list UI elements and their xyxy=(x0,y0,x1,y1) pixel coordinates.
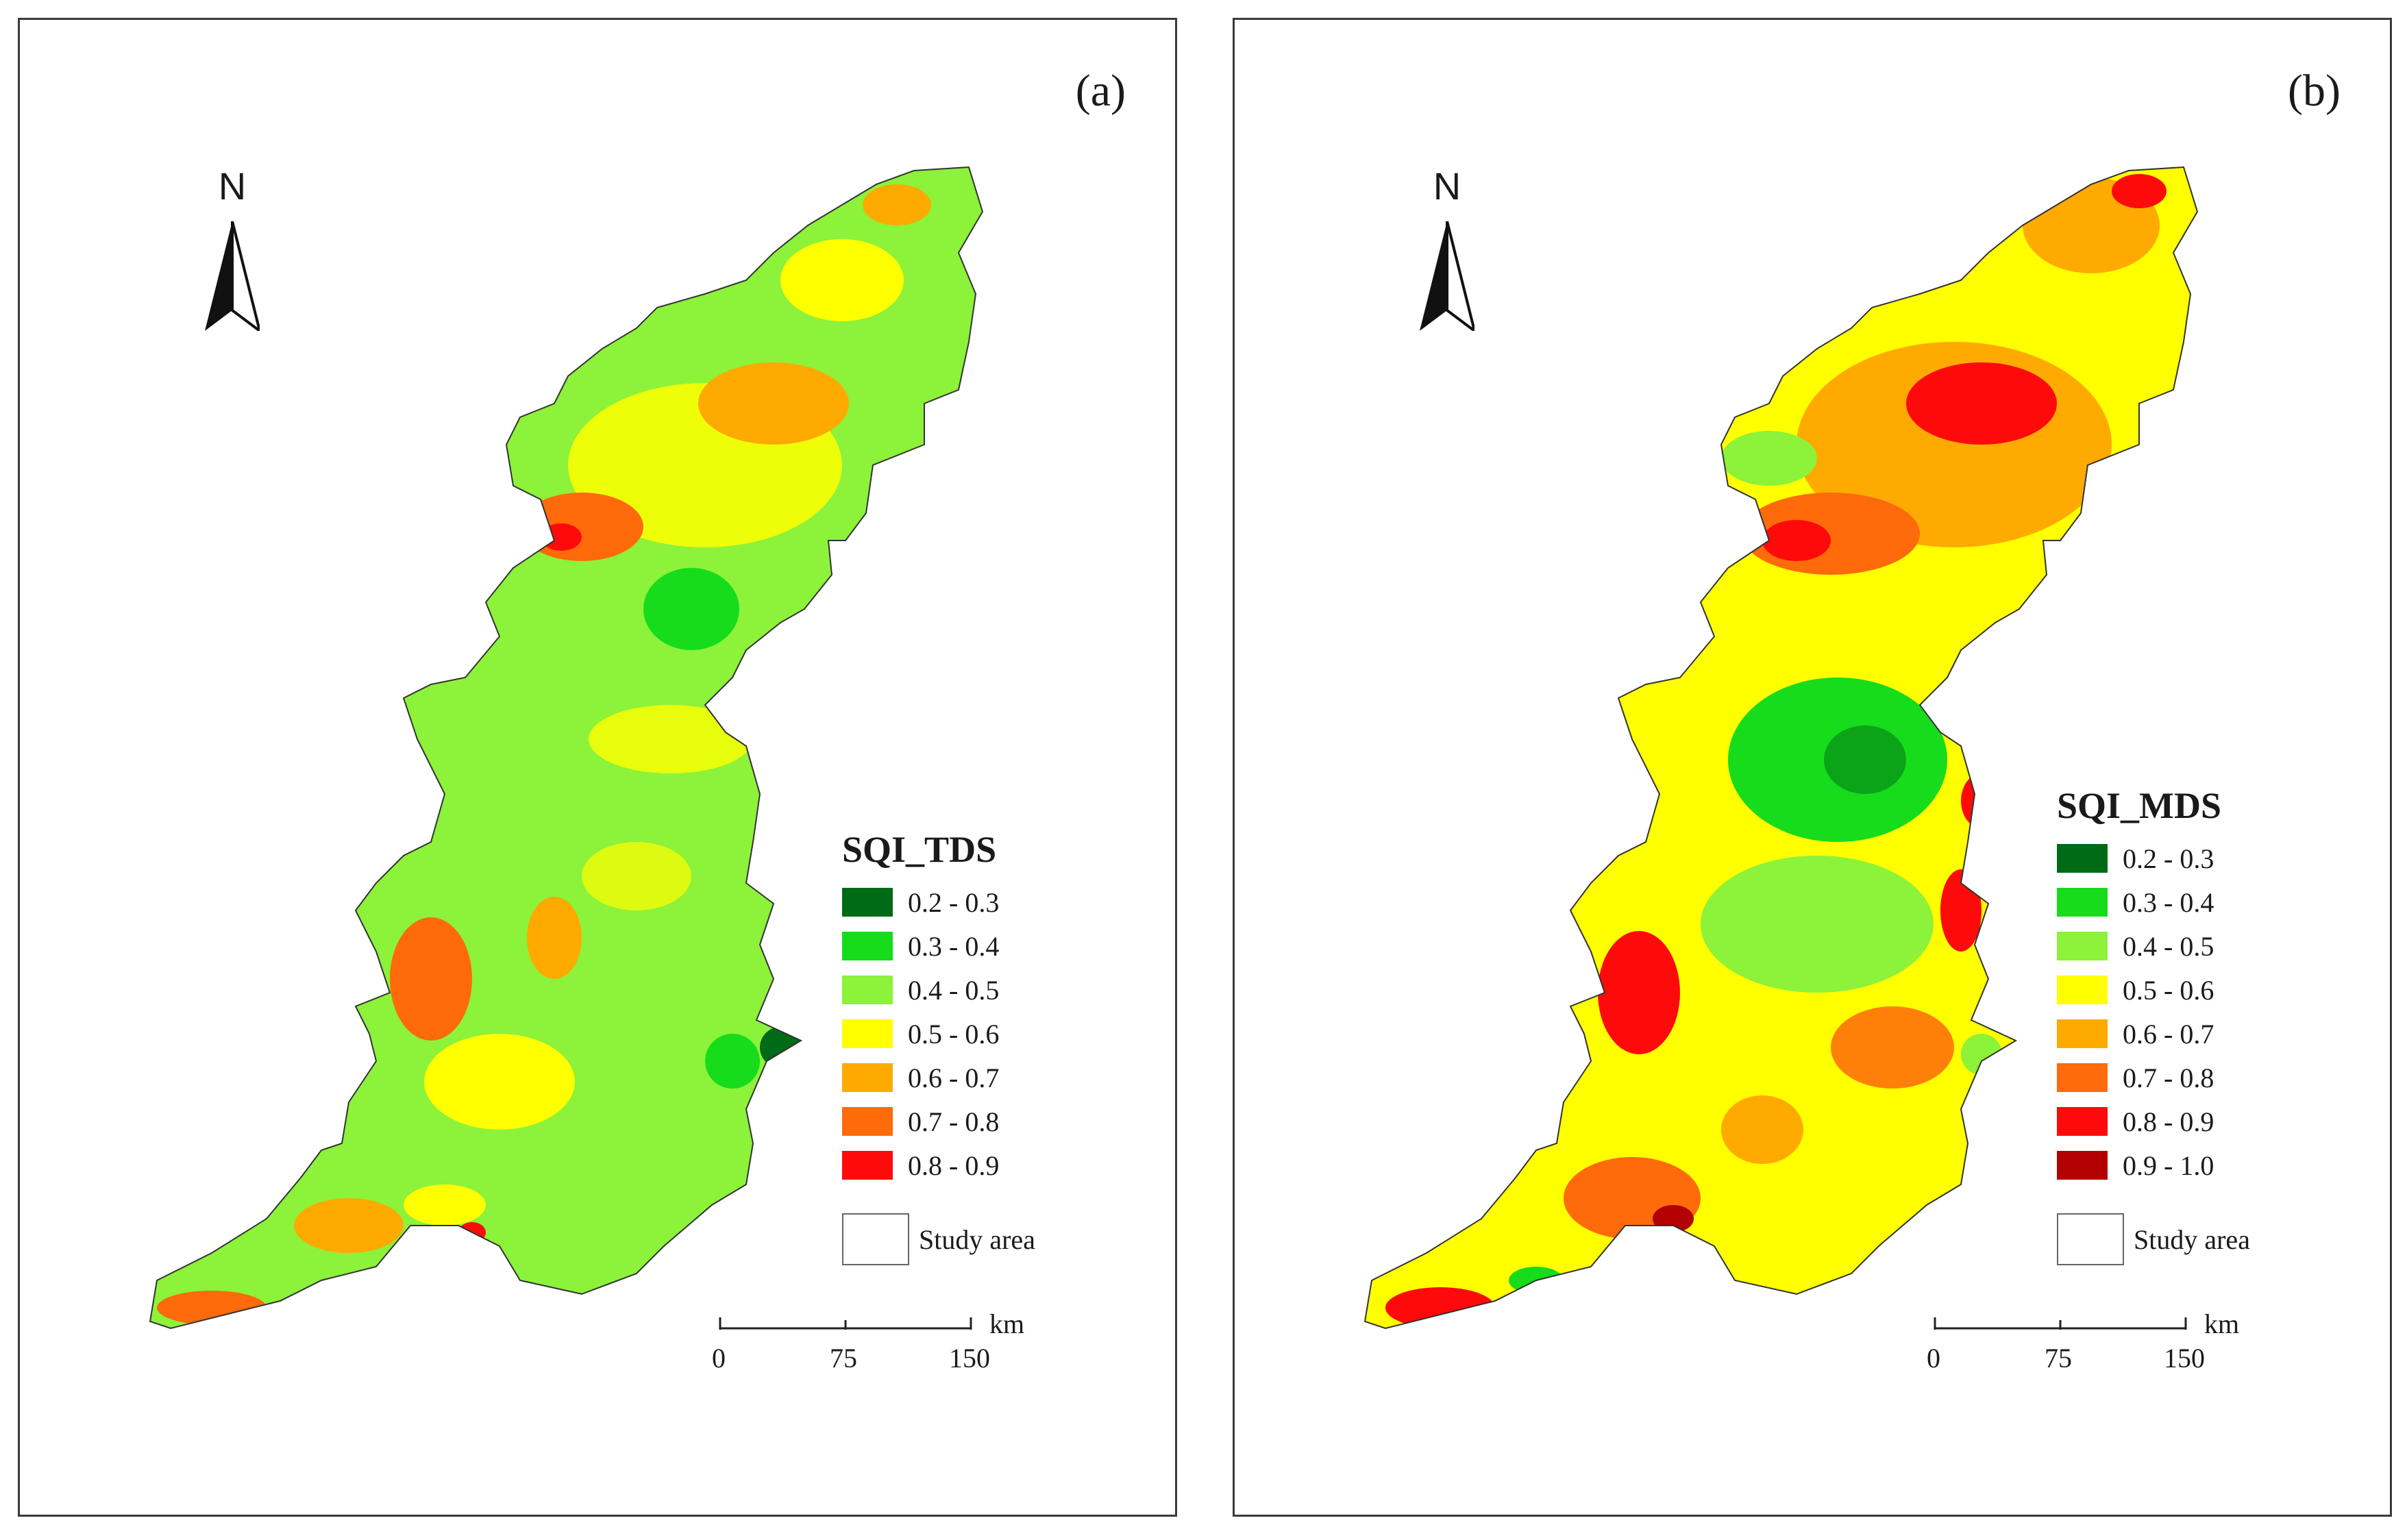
scale-bar-line xyxy=(1934,1317,2187,1330)
north-label: N xyxy=(218,164,247,208)
legend-item-label: 0.8 - 0.9 xyxy=(2123,1106,2214,1137)
legend-swatch xyxy=(842,1107,893,1136)
legend-item: 0.5 - 0.6 xyxy=(842,1012,1144,1056)
scale-tick-0: 0 xyxy=(712,1343,726,1374)
legend-item: 0.8 - 0.9 xyxy=(2057,1100,2358,1143)
legend: SQI_MDS 0.2 - 0.3 0.3 - 0.4 0.4 - 0.5 0.5 -… xyxy=(2057,784,2358,1265)
legend-swatch xyxy=(2057,932,2108,960)
legend-item-label: 0.7 - 0.8 xyxy=(2123,1062,2214,1093)
scale-tick-150: 150 xyxy=(2164,1343,2205,1374)
study-area-swatch xyxy=(2057,1213,2124,1265)
study-area-map xyxy=(149,166,983,1329)
panel-label: (b) xyxy=(2288,66,2341,116)
legend-item: 0.8 - 0.9 xyxy=(842,1143,1144,1187)
legend-swatch xyxy=(842,888,893,917)
legend-item: 0.9 - 1.0 xyxy=(2057,1143,2358,1187)
legend-item-label: 0.8 - 0.9 xyxy=(908,1150,1000,1181)
legend-item-label: 0.5 - 0.6 xyxy=(2123,974,2214,1006)
legend-item-label: 0.3 - 0.4 xyxy=(2123,886,2214,918)
legend-item: 0.4 - 0.5 xyxy=(842,968,1144,1012)
scale-tick-150: 150 xyxy=(949,1343,990,1374)
legend-item: 0.7 - 0.8 xyxy=(842,1100,1144,1143)
scale-tick-75: 75 xyxy=(830,1343,857,1374)
legend-item-label: 0.4 - 0.5 xyxy=(2123,930,2214,962)
legend-item-label: 0.2 - 0.3 xyxy=(908,886,1000,918)
legend-study-area: Study area xyxy=(842,1213,1144,1265)
scale-bar: km 0 75 150 xyxy=(712,1308,1024,1383)
scale-tick-75: 75 xyxy=(2045,1343,2072,1374)
legend-swatch xyxy=(2057,1063,2108,1092)
legend-swatch xyxy=(842,1019,893,1048)
scale-unit: km xyxy=(989,1308,1025,1339)
legend-study-area: Study area xyxy=(2057,1213,2358,1265)
legend-item-label: 0.5 - 0.6 xyxy=(908,1018,1000,1050)
study-area-label: Study area xyxy=(2134,1224,2250,1255)
legend-swatch xyxy=(2057,844,2108,873)
legend-swatch xyxy=(2057,1019,2108,1048)
scale-unit: km xyxy=(2204,1308,2240,1339)
legend-item-label: 0.2 - 0.3 xyxy=(2123,843,2214,874)
legend-item-label: 0.6 - 0.7 xyxy=(908,1062,1000,1093)
scale-tick-0: 0 xyxy=(1927,1343,1940,1374)
legend-item: 0.2 - 0.3 xyxy=(842,880,1144,924)
north-arrow: N xyxy=(184,164,280,335)
scale-bar: km 0 75 150 xyxy=(1927,1308,2239,1383)
panel-label: (a) xyxy=(1075,66,1126,116)
legend-item-label: 0.9 - 1.0 xyxy=(2123,1150,2214,1181)
map-panel-a: (a) N SQI_TDS 0.2 - 0.3 0.3 - 0.4 0.4 - 0.… xyxy=(18,18,1177,1517)
legend-item: 0.3 - 0.4 xyxy=(2057,880,2358,924)
legend-title: SQI_MDS xyxy=(2057,785,2222,826)
legend-rows: 0.2 - 0.3 0.3 - 0.4 0.4 - 0.5 0.5 - 0.6 0.6 … xyxy=(842,880,1144,1187)
legend-swatch xyxy=(2057,1107,2108,1136)
legend-item: 0.3 - 0.4 xyxy=(842,924,1144,968)
legend: SQI_TDS 0.2 - 0.3 0.3 - 0.4 0.4 - 0.5 0.5 -… xyxy=(842,828,1144,1265)
legend-swatch xyxy=(842,932,893,960)
legend-item: 0.6 - 0.7 xyxy=(2057,1012,2358,1056)
study-area-label: Study area xyxy=(919,1224,1035,1255)
north-arrow-icon xyxy=(205,221,260,331)
legend-item: 0.4 - 0.5 xyxy=(2057,924,2358,968)
legend-item: 0.7 - 0.8 xyxy=(2057,1056,2358,1100)
legend-swatch xyxy=(2057,976,2108,1004)
legend-swatch xyxy=(842,976,893,1004)
legend-swatch xyxy=(2057,1151,2108,1180)
legend-item-label: 0.7 - 0.8 xyxy=(908,1106,1000,1137)
legend-item: 0.5 - 0.6 xyxy=(2057,968,2358,1012)
legend-swatch xyxy=(2057,888,2108,917)
north-arrow: N xyxy=(1399,164,1495,335)
north-arrow-icon xyxy=(1420,221,1474,331)
legend-item-label: 0.4 - 0.5 xyxy=(908,974,1000,1006)
map-panel-b: (b) N SQI_MDS 0.2 - 0.3 0.3 - 0.4 0.4 - 0.… xyxy=(1233,18,2392,1517)
scale-bar-line xyxy=(719,1317,972,1330)
legend-item: 0.6 - 0.7 xyxy=(842,1056,1144,1100)
legend-item: 0.2 - 0.3 xyxy=(2057,836,2358,880)
legend-swatch xyxy=(842,1151,893,1180)
legend-item-label: 0.3 - 0.4 xyxy=(908,930,1000,962)
legend-item-label: 0.6 - 0.7 xyxy=(2123,1018,2214,1050)
legend-rows: 0.2 - 0.3 0.3 - 0.4 0.4 - 0.5 0.5 - 0.6 0.6 … xyxy=(2057,836,2358,1187)
legend-title: SQI_TDS xyxy=(842,829,997,870)
north-label: N xyxy=(1433,164,1461,208)
legend-swatch xyxy=(842,1063,893,1092)
study-area-swatch xyxy=(842,1213,909,1265)
